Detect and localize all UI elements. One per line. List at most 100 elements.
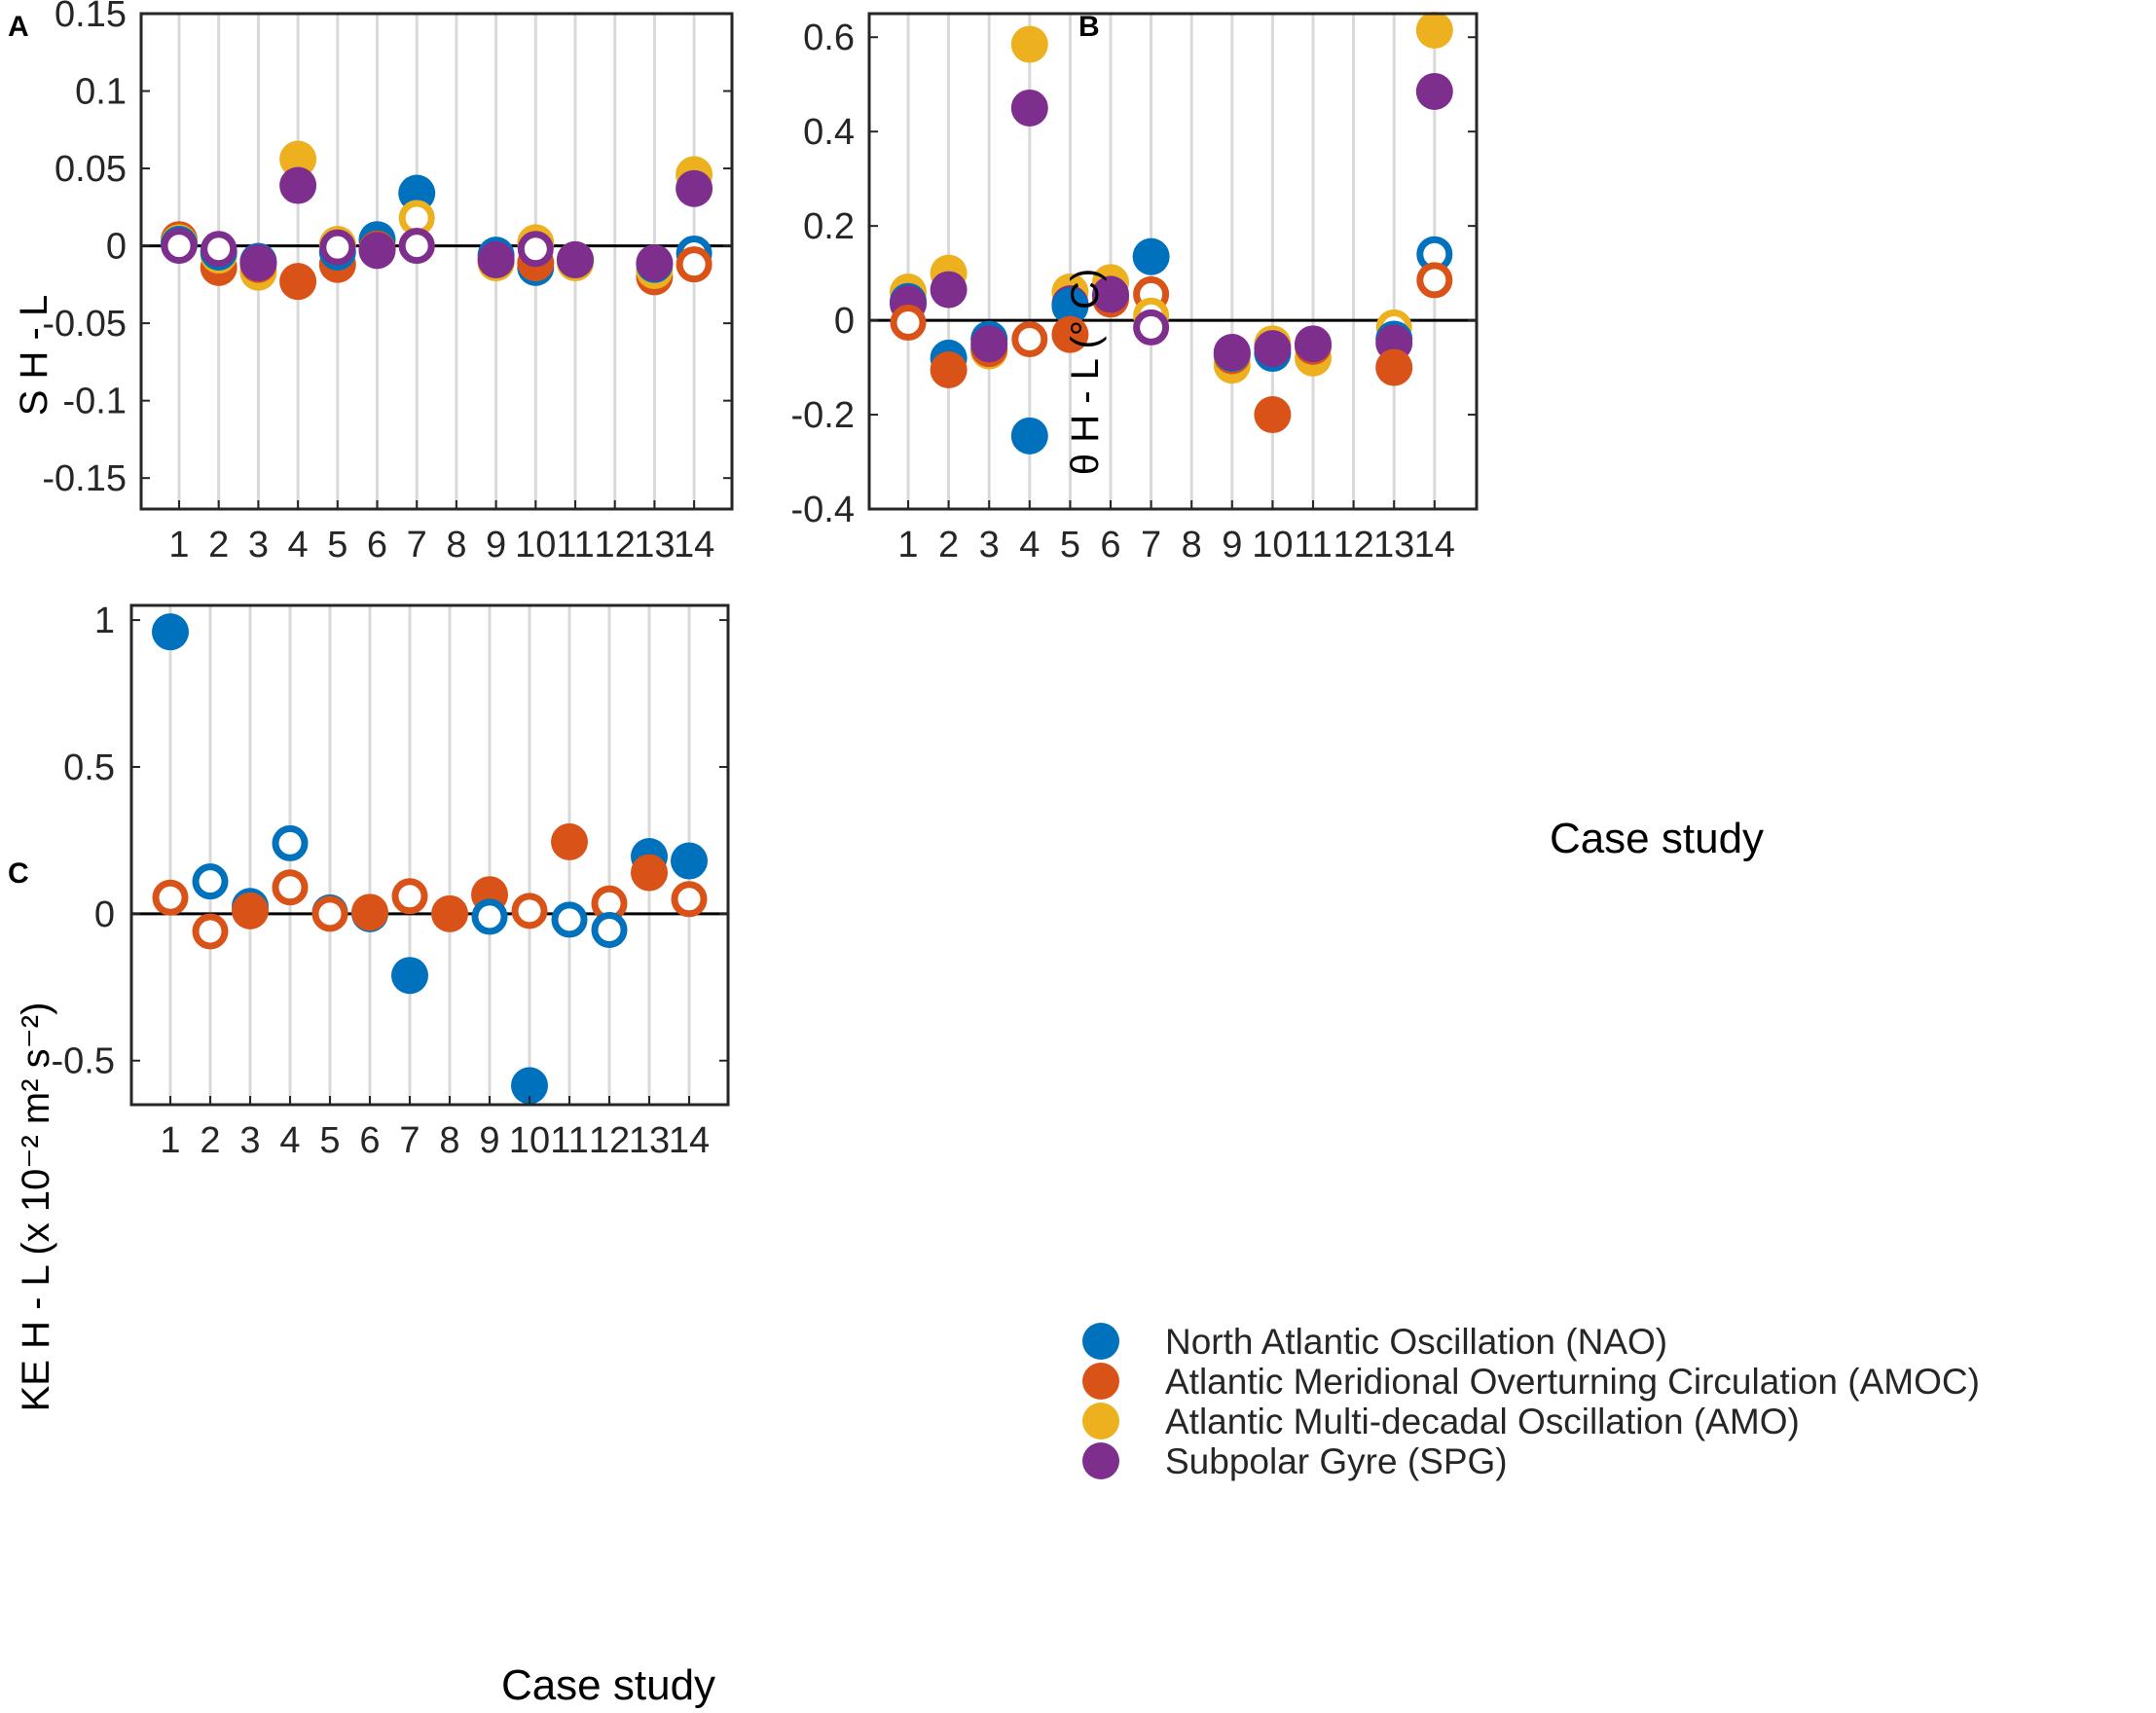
panel-b-y-tick-label: -0.4	[791, 490, 855, 530]
panel-c-x-tick-label: 6	[359, 1120, 380, 1161]
marker-nao-case-7	[398, 174, 436, 212]
marker-amo-case-14	[1415, 11, 1453, 49]
panel-c-y-label: KE H - L (x 10⁻² m² s⁻²)	[15, 1002, 57, 1412]
panel-letter-a: A	[8, 11, 29, 43]
panel-b-x-tick-label: 4	[1019, 525, 1040, 565]
legend-label-spg: Subpolar Gyre (SPG)	[1165, 1441, 1508, 1481]
panel-b-y-label: θ H - L (° C)	[1064, 269, 1107, 475]
panel-a-x-tick-label: 14	[674, 525, 714, 565]
marker-nao-case-5	[1051, 287, 1089, 325]
panel-c-y-ticks: -0.5 0 0.5 1	[52, 601, 728, 1082]
panel-b-x-tick-label: 13	[1373, 525, 1414, 565]
marker-spg-case-4	[279, 166, 317, 204]
panel-a-x-tick-label: 11	[556, 525, 594, 565]
panel-b-x-tick-label: 7	[1141, 525, 1161, 565]
panel-c-markers	[152, 613, 708, 1105]
marker-amoc-case-2	[930, 350, 968, 388]
legend-label-nao: North Atlantic Oscillation (NAO)	[1165, 1322, 1667, 1362]
marker-spg-case-9	[1213, 334, 1251, 372]
marker-spg-case-2	[930, 271, 968, 309]
panel-a-x-tick-label: 12	[595, 525, 636, 565]
panel-b-x-tick-label: 11	[1294, 525, 1332, 565]
panel-b-x-tick-label: 14	[1414, 525, 1455, 565]
panel-a-y-tick-label: -0.05	[42, 304, 127, 345]
marker-spg-case-10	[517, 231, 554, 268]
panel-a-x-tick-label: 7	[407, 525, 427, 565]
marker-amoc-case-7	[391, 878, 428, 915]
panel-c-x-tick-label: 4	[279, 1120, 300, 1161]
marker-nao-case-4	[1010, 417, 1048, 455]
panel-c-y-tick-label: 1	[94, 601, 115, 641]
panel-b-x-tick-label: 3	[979, 525, 1000, 565]
panel-a-y-tick-label: -0.15	[42, 458, 127, 499]
panel-b-x-tick-label: 8	[1182, 525, 1202, 565]
marker-amoc-case-4	[279, 263, 317, 301]
marker-amoc-case-3	[232, 892, 269, 929]
marker-amoc-case-1	[152, 879, 189, 916]
marker-amoc-case-10	[1254, 396, 1292, 434]
panel-c-x-tick-label: 9	[479, 1120, 499, 1161]
marker-spg-case-14	[1415, 72, 1453, 110]
panel-c-axes-box	[129, 603, 730, 1107]
marker-amoc-case-13	[1375, 348, 1413, 386]
panel-b-x-tick-label: 9	[1222, 525, 1242, 565]
panel-c-x-tick-label: 11	[550, 1120, 588, 1161]
panel-b-y-tick-label: 0.6	[803, 18, 855, 58]
marker-nao-case-12	[591, 911, 628, 948]
panel-b-x-tick-label: 2	[938, 525, 959, 565]
panel-a-markers	[161, 140, 713, 301]
panel-c-x-label: Case study	[501, 1661, 715, 1709]
panel-letter-b: B	[1078, 11, 1100, 43]
panel-b-x-tick-label: 10	[1252, 525, 1293, 565]
marker-spg-case-7	[1133, 309, 1170, 346]
panel-c-gridlines	[168, 605, 691, 1105]
panel-c-x-tick-label: 3	[239, 1120, 260, 1161]
panel-c-x-tick-label: 13	[629, 1120, 670, 1161]
marker-spg-case-13	[636, 244, 674, 282]
marker-spg-case-7	[398, 228, 435, 265]
panel-b-y-tick-label: 0	[834, 301, 855, 342]
marker-amoc-case-11	[551, 822, 588, 860]
panel-c-x-tick-label: 7	[399, 1120, 420, 1161]
marker-nao-case-14	[671, 842, 708, 880]
marker-amoc-case-8	[431, 894, 468, 932]
panel-c-x-tick-label: 5	[319, 1120, 340, 1161]
marker-nao-case-1	[152, 613, 189, 651]
marker-amoc-case-6	[351, 893, 388, 931]
panel-a-y-tick-label: 0.05	[55, 149, 127, 190]
marker-amoc-case-10	[511, 893, 548, 929]
legend-marker-amo	[1082, 1403, 1119, 1440]
panel-b-gridlines	[906, 14, 1437, 509]
panel-a-y-tick-label: 0	[106, 227, 127, 268]
panel-c-x-tick-label: 2	[200, 1120, 220, 1161]
legend-marker-spg	[1082, 1442, 1119, 1479]
panel-a-y-tick-label: 0.15	[55, 0, 127, 35]
panel-a-x-tick-label: 6	[367, 525, 387, 565]
panel-c-y-tick-label: 0	[94, 894, 115, 935]
marker-amoc-case-14	[671, 881, 708, 918]
panel-b-x-tick-label: 12	[1333, 525, 1373, 565]
marker-spg-case-10	[1254, 330, 1292, 368]
marker-amoc-case-1	[890, 305, 927, 342]
marker-nao-case-2	[192, 863, 229, 900]
panel-b-markers	[890, 11, 1453, 455]
panel-a-x-tick-label: 8	[446, 525, 466, 565]
legend-marker-amoc	[1082, 1363, 1119, 1400]
legend-marker-nao	[1082, 1323, 1119, 1360]
legend: North Atlantic Oscillation (NAO)Atlantic…	[1082, 1322, 1980, 1481]
marker-spg-case-11	[1295, 325, 1332, 363]
marker-amoc-case-13	[631, 854, 668, 892]
marker-spg-case-3	[239, 244, 277, 282]
panel-b-x-tick-label: 5	[1060, 525, 1080, 565]
panel-b: B -0.4-0.200.20.40.6 1 2 3 4 5 6 7 8 9 10 11 12 13 14…	[791, 11, 1765, 862]
marker-amoc-case-5	[311, 895, 348, 932]
panel-a-x-tick-label: 10	[515, 525, 556, 565]
marker-spg-case-6	[1092, 275, 1129, 313]
marker-amoc-case-14	[1416, 262, 1453, 299]
panel-b-y-tick-label: 0.4	[803, 112, 855, 153]
